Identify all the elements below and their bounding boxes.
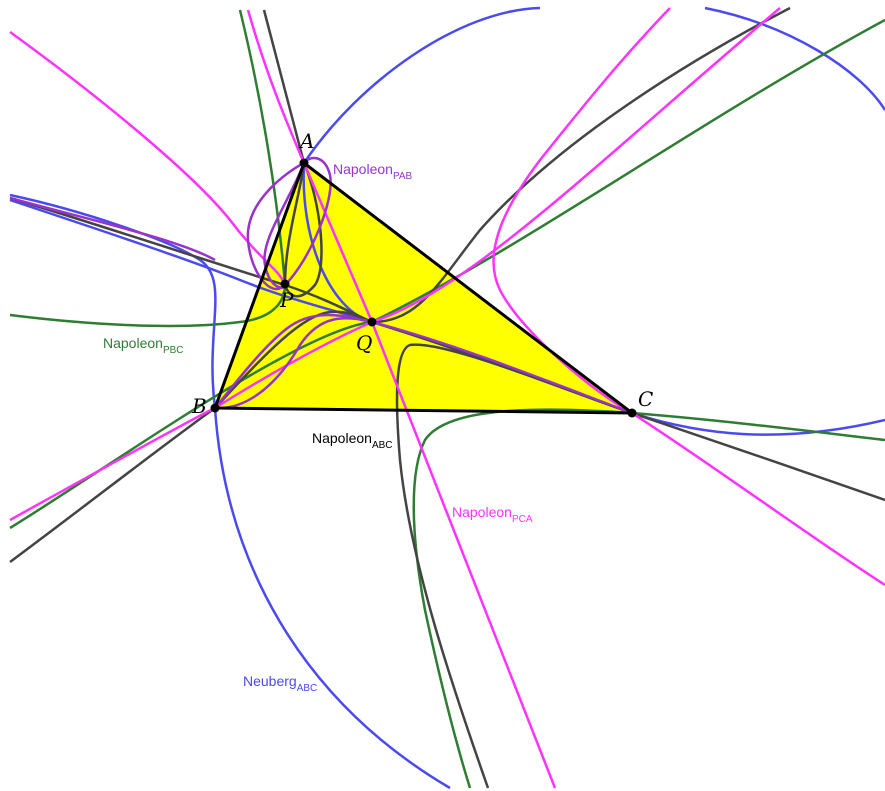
label-napoleon-abc: NapoleonABC xyxy=(312,430,393,451)
label-napoleon-pab: NapoleonPAB xyxy=(333,161,413,182)
label-q: Q xyxy=(356,331,372,355)
label-neuberg-abc: NeubergABC xyxy=(243,673,317,694)
point-p[interactable] xyxy=(280,279,290,289)
label-p: P xyxy=(279,288,294,312)
label-napoleon-pca: NapoleonPCA xyxy=(452,504,533,525)
point-b[interactable] xyxy=(210,403,220,413)
label-c: C xyxy=(638,387,653,411)
label-a: A xyxy=(298,129,314,153)
point-a[interactable] xyxy=(299,158,309,168)
label-b: B xyxy=(191,394,207,418)
point-c[interactable] xyxy=(627,408,637,418)
napoleon-abc-curve xyxy=(9,6,885,789)
label-napoleon-pbc: NapoleonPBC xyxy=(103,335,184,356)
triangle-abc-outline xyxy=(213,161,634,415)
point-q[interactable] xyxy=(367,317,377,327)
